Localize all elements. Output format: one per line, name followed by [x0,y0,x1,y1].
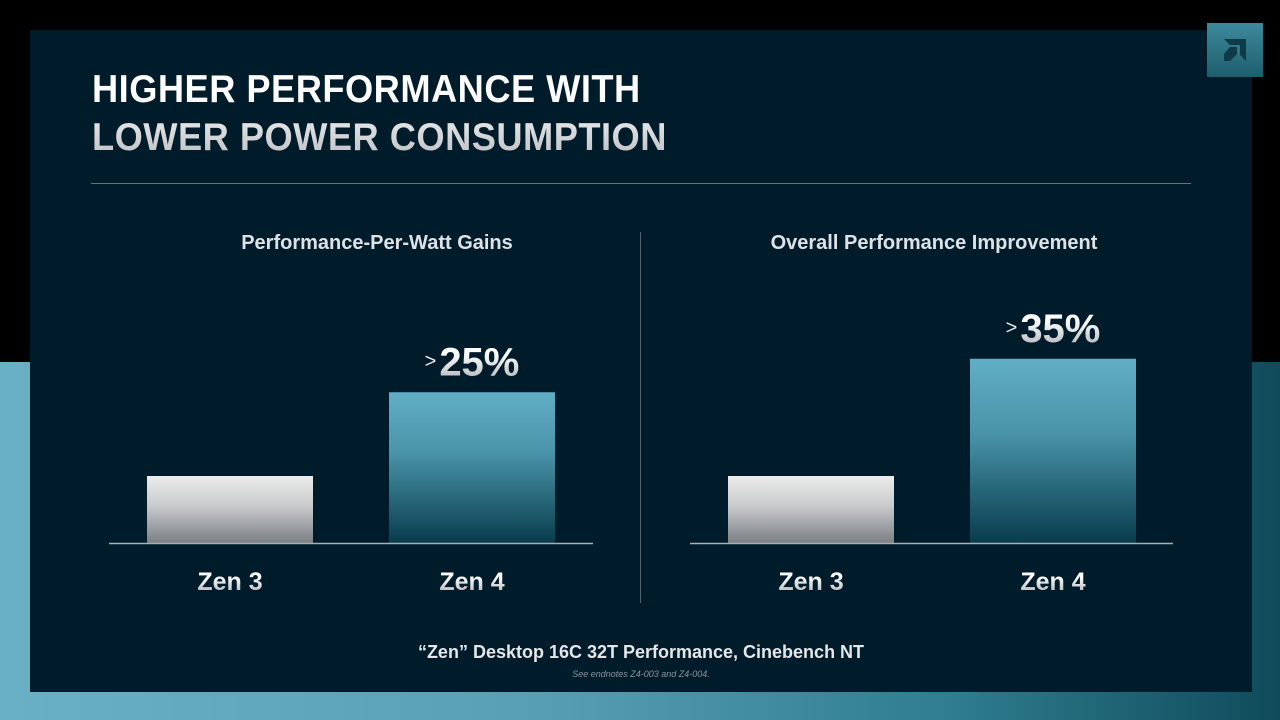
chart-divider [640,232,641,603]
slide-panel: HIGHER PERFORMANCE WITH LOWER POWER CONS… [30,30,1252,692]
amd-logo-icon [1207,23,1263,77]
category-label: Zen 4 [439,568,504,596]
endnote-reference: See endnotes Z4-003 and Z4-004. [572,669,710,679]
data-label-prefix: > [425,350,437,372]
data-label-value: 35% [1020,307,1100,351]
title-divider [91,183,1191,184]
bar-zen-4 [970,358,1136,543]
bar-charts: Zen 3 Zen 4 >25% Zen 3 Zen 4 >35% [109,307,1173,596]
data-label-value: 25% [439,340,519,384]
bar-zen-3 [728,476,894,543]
chart-title-perf-per-watt: Performance-Per-Watt Gains [241,232,513,254]
category-label: Zen 3 [778,568,843,596]
category-label: Zen 3 [197,568,262,596]
category-label: Zen 4 [1020,568,1085,596]
amd-arrow-icon [1224,39,1246,61]
data-label-prefix: > [1006,317,1018,339]
data-label: >35% [1006,307,1101,351]
data-label: >25% [425,340,520,384]
bar-zen-4 [389,392,555,543]
bar-zen-3 [147,476,313,543]
footer-caption: “Zen” Desktop 16C 32T Performance, Cineb… [417,642,865,662]
chart-title-overall-perf: Overall Performance Improvement [770,232,1098,254]
